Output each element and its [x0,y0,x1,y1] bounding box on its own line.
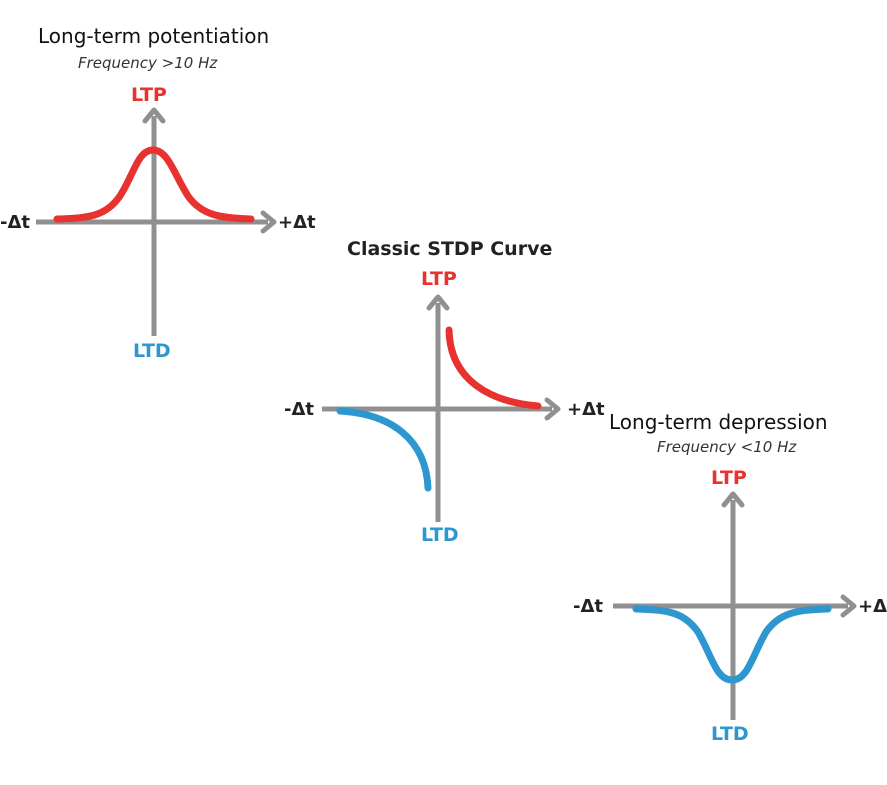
stdp-panel-x-right-label: +Δt [567,399,605,420]
ltp-panel-axes [36,107,277,336]
ltd-panel-x-arrowhead [840,594,857,618]
stdp-panel-y-arrowhead [426,294,450,311]
ltd-panel-y-top-label: LTP [711,467,747,489]
ltp-panel-y-arrowhead [142,107,166,124]
stdp-panel-axes [322,294,561,522]
ltp-panel-y-bottom-label: LTD [133,340,171,362]
stdp-panel-ltp-branch [445,326,542,410]
ltp-panel-subtitle: Frequency >10 Hz [78,54,218,72]
ltp-panel-x-left-label: -Δt [0,212,31,233]
ltp-panel-x-right-label: +Δt [278,212,316,233]
ltd-panel-curve [632,605,832,684]
ltd-panel-subtitle: Frequency <10 Hz [657,438,797,456]
ltp-panel-title: Long-term potentiation [38,24,270,48]
ltp-panel-x-arrowhead [260,210,277,234]
stdp-panel-y-bottom-label: LTD [421,524,459,546]
ltd-panel-title: Long-term depression [609,410,828,434]
ltp-panel-y-top-label: LTP [131,84,167,106]
stdp-panel-ltd-branch [336,407,432,492]
stdp-panel-y-top-label: LTP [421,268,457,290]
ltd-panel-y-bottom-label: LTD [711,723,749,745]
stdp-panel-title: Classic STDP Curve [347,238,553,260]
ltp-panel-curve [53,146,255,223]
stdp-panel-x-left-label: -Δt [284,399,315,420]
ltd-panel-x-left-label: -Δt [573,596,604,617]
ltd-panel-x-right-label: +Δt [858,596,887,617]
stdp-panel-x-arrowhead [544,397,561,421]
ltd-panel-y-arrowhead [721,491,745,508]
